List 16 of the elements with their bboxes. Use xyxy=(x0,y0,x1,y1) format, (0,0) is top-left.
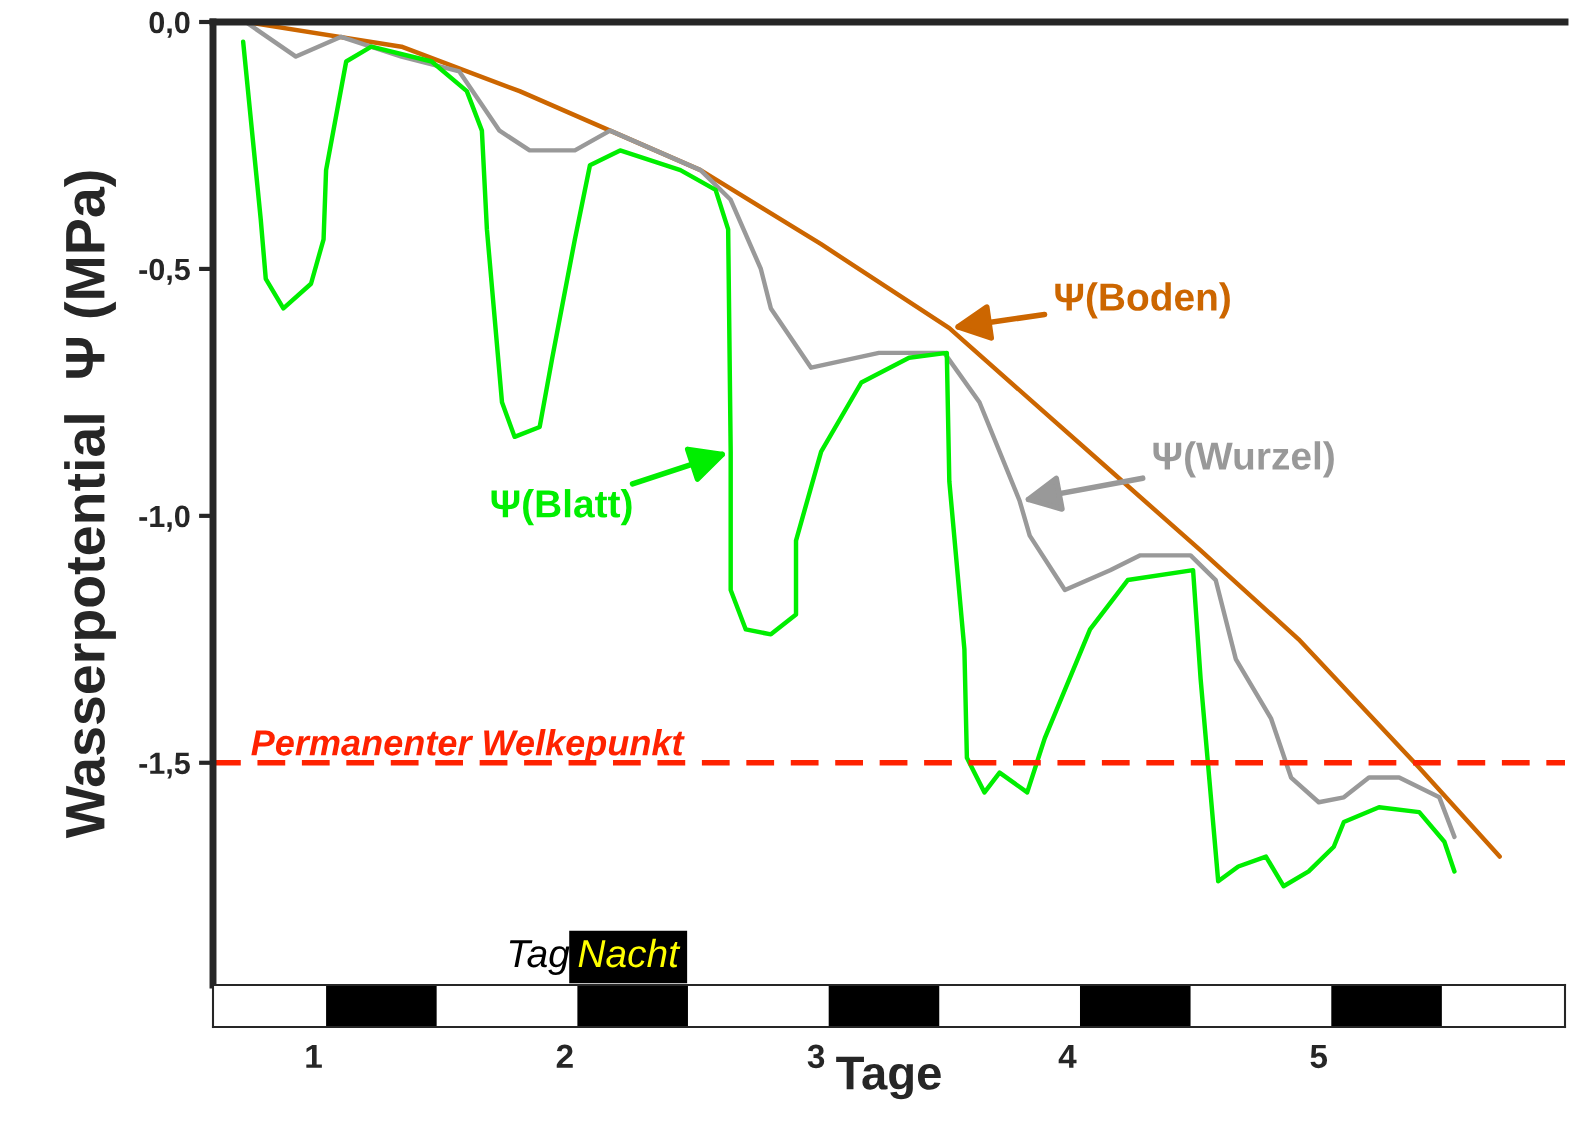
x-tick-label: 1 xyxy=(306,1044,322,1068)
text: Ψ(Wurzel) xyxy=(1153,441,1334,478)
legend-label: Ψ(Boden) xyxy=(1055,282,1230,319)
x-tick-label: 3 xyxy=(807,1044,825,1069)
y-tick-label: 0,0 xyxy=(149,11,190,38)
ref-line-label: Permanenter Welkepunkt xyxy=(251,729,685,763)
y-tick-label: -1,5 xyxy=(139,752,190,779)
x-tick-label: 5 xyxy=(1310,1044,1328,1069)
x-tick-label: 4 xyxy=(1058,1044,1077,1068)
x-tick-label: 2 xyxy=(556,1044,573,1068)
y-tick-label: -0,5 xyxy=(139,258,190,285)
series-label: Ψ(Blatt) xyxy=(491,489,632,526)
x-axis-title: Tage xyxy=(836,1056,941,1100)
annotation: Nacht xyxy=(578,938,681,968)
y-axis-title: Wasserpotential Ψ (MPa) xyxy=(64,171,116,839)
y-tick-label: -1,0 xyxy=(139,505,190,532)
